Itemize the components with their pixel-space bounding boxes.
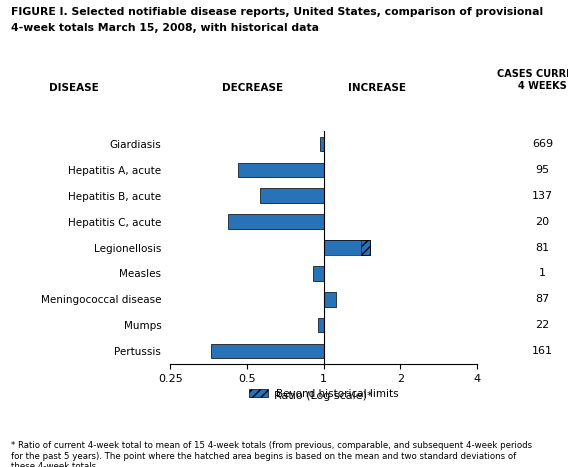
Legend: Beyond historical limits: Beyond historical limits — [249, 389, 399, 399]
Bar — [314, 266, 324, 281]
Text: 4-week totals March 15, 2008, with historical data: 4-week totals March 15, 2008, with histo… — [11, 23, 319, 33]
Text: CASES CURRENT
4 WEEKS: CASES CURRENT 4 WEEKS — [497, 70, 568, 91]
Bar — [324, 292, 336, 306]
Bar — [324, 241, 370, 255]
Bar — [228, 214, 324, 229]
Bar — [324, 241, 361, 255]
Text: INCREASE: INCREASE — [348, 84, 407, 93]
Text: 20: 20 — [536, 217, 549, 226]
Text: 669: 669 — [532, 139, 553, 149]
Bar — [211, 344, 324, 359]
Bar — [361, 241, 370, 255]
Text: 95: 95 — [536, 165, 549, 175]
Text: DECREASE: DECREASE — [222, 84, 283, 93]
Bar — [318, 318, 324, 333]
Text: FIGURE I. Selected notifiable disease reports, United States, comparison of prov: FIGURE I. Selected notifiable disease re… — [11, 7, 544, 17]
Text: 22: 22 — [535, 320, 550, 330]
Bar — [238, 163, 324, 177]
Text: 161: 161 — [532, 347, 553, 356]
Bar — [320, 136, 324, 151]
Bar — [260, 189, 324, 203]
X-axis label: Ratio (Log scale)*: Ratio (Log scale)* — [274, 391, 373, 401]
Text: * Ratio of current 4-week total to mean of 15 4-week totals (from previous, comp: * Ratio of current 4-week total to mean … — [11, 441, 532, 467]
Text: 137: 137 — [532, 191, 553, 201]
Text: 1: 1 — [539, 269, 546, 278]
Text: DISEASE: DISEASE — [49, 84, 99, 93]
Text: 81: 81 — [536, 242, 549, 253]
Text: 87: 87 — [535, 294, 550, 304]
